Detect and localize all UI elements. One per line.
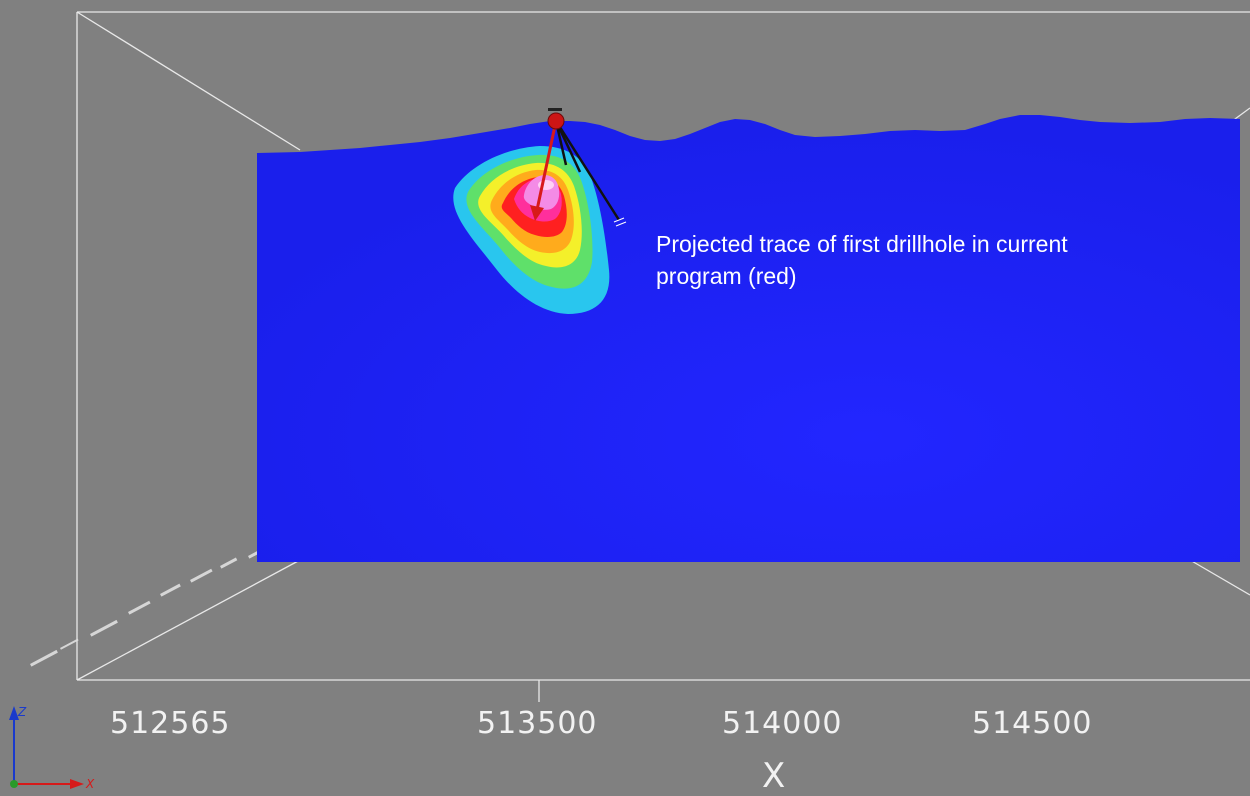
triad-x-label: X <box>85 777 95 791</box>
x-tick-label-3: 514000 <box>722 706 843 741</box>
x-axis-title: X <box>762 756 786 796</box>
drillhole-trace-other-3 <box>554 120 621 221</box>
x-tick-label-1: 512565 <box>110 706 231 741</box>
depth-axis-labels <box>30 549 262 667</box>
x-tick-label-4: 514500 <box>972 706 1093 741</box>
drillhole-end-marker <box>613 217 627 227</box>
drillhole-arrowhead <box>530 205 544 221</box>
orientation-triad: Z X <box>9 705 95 791</box>
collar-label <box>548 108 562 111</box>
drillhole-traces <box>530 108 627 227</box>
bounding-box <box>76 11 1250 681</box>
drillhole-collar <box>547 112 565 130</box>
section-plane <box>257 115 1240 562</box>
drillhole-trace-current <box>535 120 558 211</box>
drillhole-annotation: Projected trace of first drillhole in cu… <box>656 231 1068 289</box>
x-tick-label-2: 513500 <box>477 706 598 741</box>
triad-z-label: Z <box>17 705 27 719</box>
